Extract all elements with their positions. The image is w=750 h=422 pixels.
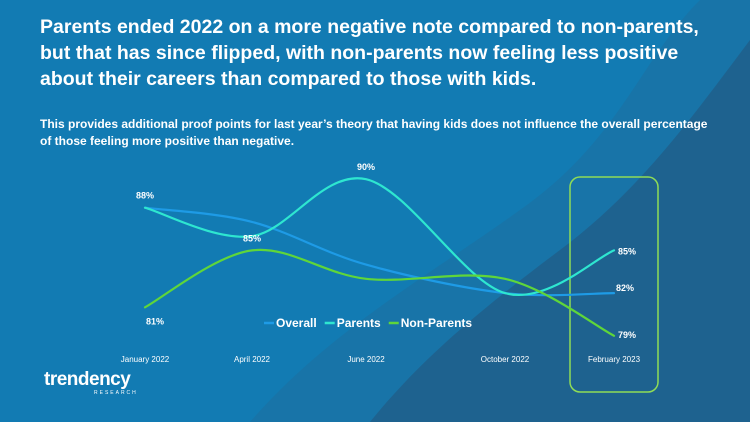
highlight-box [569, 176, 659, 393]
x-tick-label: June 2022 [347, 355, 385, 364]
slide-headline: Parents ended 2022 on a more negative no… [40, 16, 699, 90]
x-tick-label: January 2022 [121, 355, 170, 364]
trendency-logo: trendency RESEARCH [44, 370, 154, 404]
logo-subtitle: RESEARCH [94, 390, 138, 396]
series-line-overall [143, 206, 616, 297]
data-label: 82% [616, 283, 634, 293]
data-label: 90% [357, 162, 375, 172]
slide-subtext: This provides additional proof points fo… [40, 117, 708, 148]
legend-item: Overall [264, 316, 317, 330]
legend-label: Overall [276, 316, 317, 330]
data-label: 79% [618, 330, 636, 340]
logo-wordmark: trendency [44, 369, 131, 390]
data-label: 85% [618, 246, 636, 256]
data-label: 88% [136, 191, 154, 201]
legend-item: Non-Parents [388, 316, 473, 330]
data-label: 85% [243, 233, 261, 243]
x-tick-label: April 2022 [234, 355, 271, 364]
x-tick-label: October 2022 [481, 355, 530, 364]
data-label: 81% [146, 316, 164, 326]
series-line-parents [143, 177, 616, 296]
x-tick-label: February 2023 [588, 355, 641, 364]
legend-label: Non-Parents [401, 316, 473, 330]
legend-label: Parents [337, 316, 381, 330]
legend-item: Parents [324, 316, 381, 330]
series-line-non-parents [143, 248, 616, 337]
